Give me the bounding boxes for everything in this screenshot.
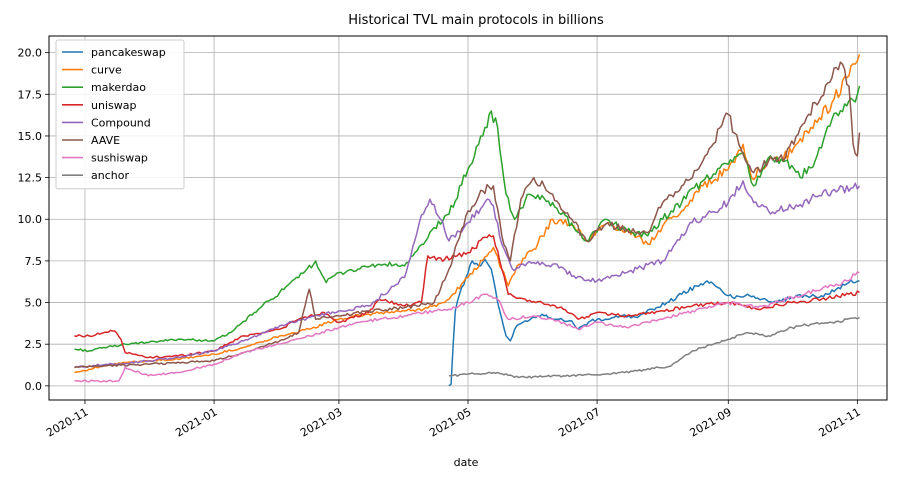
legend-label: uniswap bbox=[91, 99, 136, 112]
legend: pancakeswap curve makerdao uniswap Compound A… bbox=[55, 39, 185, 190]
y-tick-label: 7.5 bbox=[25, 255, 43, 268]
x-tick-label: 2021-05 bbox=[427, 405, 473, 439]
legend-label: makerdao bbox=[91, 81, 146, 94]
legend-label: anchor bbox=[91, 169, 129, 182]
y-tick-label: 12.5 bbox=[18, 172, 43, 185]
y-tick-label: 2.5 bbox=[25, 338, 43, 351]
y-tick-label: 0.0 bbox=[25, 380, 43, 393]
y-tick-label: 10.0 bbox=[18, 213, 43, 226]
x-tick-label: 2020-11 bbox=[44, 405, 90, 439]
y-axis: 0.0 2.5 5.0 7.5 10.0 12.5 15.0 17.5 20.0 bbox=[18, 47, 49, 393]
x-tick-label: 2021-11 bbox=[817, 405, 863, 439]
series-layer bbox=[74, 54, 861, 387]
legend-label: curve bbox=[91, 64, 122, 77]
series-line-compound bbox=[74, 180, 861, 369]
y-tick-label: 20.0 bbox=[18, 47, 43, 60]
x-axis: 2020-11 2021-01 2021-03 2021-05 2021-07 2021-… bbox=[44, 400, 863, 440]
x-axis-label: date bbox=[454, 456, 479, 469]
legend-box bbox=[55, 39, 185, 190]
x-tick-label: 2021-07 bbox=[556, 405, 602, 439]
y-tick-label: 15.0 bbox=[18, 130, 43, 143]
legend-label: AAVE bbox=[91, 134, 120, 147]
legend-label: sushiswap bbox=[91, 152, 148, 165]
y-tick-label: 17.5 bbox=[18, 88, 43, 101]
grid bbox=[49, 36, 887, 400]
x-tick-label: 2021-01 bbox=[173, 405, 219, 439]
y-tick-label: 5.0 bbox=[25, 297, 43, 310]
series-line-curve bbox=[74, 54, 861, 374]
series-line-makerdao bbox=[74, 85, 861, 353]
x-tick-label: 2021-09 bbox=[687, 405, 733, 439]
chart-title: Historical TVL main protocols in billion… bbox=[348, 13, 604, 28]
x-tick-label: 2021-03 bbox=[298, 405, 344, 439]
series-line-aave bbox=[74, 61, 861, 369]
series-line-sushiswap bbox=[74, 271, 860, 383]
legend-label: pancakeswap bbox=[91, 46, 166, 59]
legend-label: Compound bbox=[91, 116, 151, 129]
series-line-anchor bbox=[448, 316, 860, 379]
